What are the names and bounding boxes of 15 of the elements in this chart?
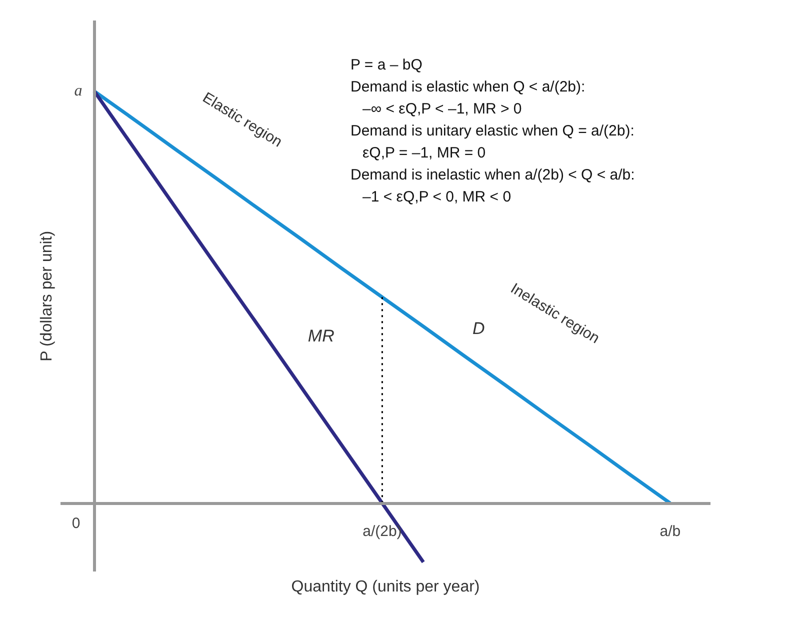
x-tick-label: 0 [72, 515, 80, 532]
annotation: Demand is inelastic when a/(2b) < Q < a/b: [350, 166, 635, 184]
x-axis-title: Quantity Q (units per year) [291, 578, 480, 596]
text: P = a – bQ [350, 56, 422, 74]
y-axis-title: P (dollars per unit) [38, 230, 56, 362]
annotation: –∞ < εQ,P < –1, MR > 0 [362, 100, 522, 118]
annotation: –1 < εQ,P < 0, MR < 0 [362, 188, 512, 206]
annotation: εQ,P = –1, MR = 0 [362, 144, 486, 162]
x-tick-label: a/(2b) [362, 523, 402, 540]
annotation: a [74, 82, 82, 100]
annotation: Demand is elastic when Q < a/(2b): [350, 78, 586, 96]
annotation: Demand is unitary elastic when Q = a/(2b): [350, 122, 634, 140]
series-label: D [472, 319, 485, 338]
series-label: MR [308, 326, 334, 346]
x-tick-label: a/b [660, 523, 681, 540]
